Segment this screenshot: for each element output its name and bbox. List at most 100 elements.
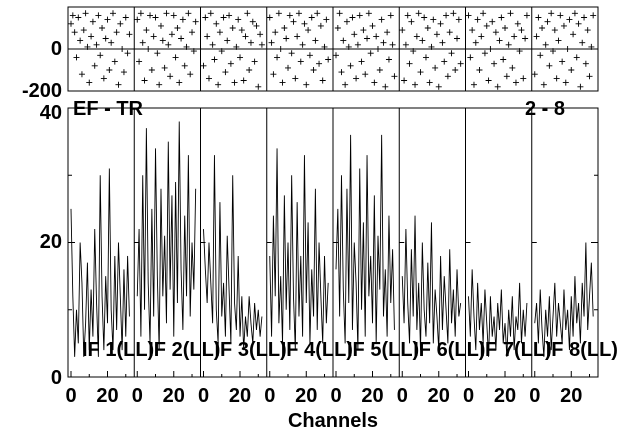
phase-point — [568, 67, 575, 73]
phase-point — [205, 75, 212, 82]
phase-point — [336, 10, 343, 17]
phase-point — [378, 16, 385, 23]
phase-point — [371, 79, 378, 86]
phase-point — [253, 22, 260, 29]
phase-point — [432, 64, 439, 71]
phase-point — [544, 18, 551, 25]
phase-point — [353, 75, 360, 82]
phase-point — [308, 14, 315, 21]
phase-point — [213, 20, 220, 27]
phase-point — [235, 16, 242, 23]
phase-point — [192, 18, 199, 25]
phase-point — [270, 71, 277, 78]
phase-point — [542, 41, 549, 48]
phase-point — [380, 39, 387, 46]
phase-point — [362, 71, 369, 78]
phase-point — [571, 10, 578, 17]
phase-point — [220, 14, 227, 21]
phase-point — [382, 83, 389, 90]
phase-point — [385, 56, 392, 63]
phase-point — [189, 29, 196, 36]
x-tick-label: 0 — [330, 385, 341, 407]
phase-point — [376, 67, 383, 73]
phase-point — [117, 20, 124, 27]
phase-point — [505, 41, 512, 48]
phase-point — [347, 62, 354, 69]
phase-point — [417, 69, 424, 76]
phase-point — [120, 69, 127, 76]
phase-point — [584, 27, 591, 34]
phase-point — [237, 54, 244, 61]
phase-y-tick-0: 0 — [51, 38, 62, 60]
phase-point — [247, 39, 254, 46]
phase-point — [448, 50, 455, 57]
phase-point — [354, 41, 361, 48]
phase-point — [150, 33, 157, 40]
amplitude-series-4 — [269, 148, 329, 351]
phase-point — [560, 22, 567, 29]
phase-point — [373, 33, 380, 40]
phase-point — [143, 27, 150, 34]
phase-point — [402, 41, 409, 48]
source-title: 2 - 8 — [525, 98, 565, 120]
x-axis-label: Channels — [288, 410, 378, 431]
phase-point — [168, 31, 175, 38]
phase-point — [161, 64, 168, 71]
phase-point — [77, 37, 84, 44]
phase-point — [384, 29, 391, 36]
x-tick-label: 0 — [65, 385, 76, 407]
phase-point — [102, 35, 109, 42]
phase-point — [204, 33, 211, 40]
phase-point — [474, 16, 481, 23]
phase-point — [435, 83, 442, 90]
phase-point — [249, 18, 256, 25]
panel-label-if-7: IF 7(LL) — [480, 339, 552, 361]
phase-point — [207, 10, 214, 17]
phase-point — [485, 77, 492, 84]
phase-point — [257, 31, 264, 38]
phase-point — [540, 81, 547, 88]
phase-point — [533, 33, 540, 40]
phase-point — [185, 10, 192, 17]
phase-point — [367, 50, 374, 57]
phase-point — [557, 12, 564, 19]
phase-point — [325, 56, 332, 63]
phase-point — [404, 12, 411, 19]
phase-point — [509, 64, 516, 71]
phase-point — [512, 79, 519, 86]
phase-point — [299, 41, 306, 48]
phase-point — [80, 27, 87, 34]
phase-point — [226, 12, 233, 19]
phase-point — [342, 81, 349, 88]
phase-point — [139, 39, 146, 46]
phase-point — [500, 56, 507, 63]
phase-point — [478, 33, 485, 40]
phase-point — [251, 58, 258, 65]
amplitude-series-6 — [401, 215, 462, 351]
phase-point — [338, 69, 345, 76]
phase-point — [365, 10, 372, 17]
phase-point — [227, 60, 234, 67]
phase-point — [491, 60, 498, 67]
phase-point — [551, 27, 558, 34]
phase-point — [68, 20, 74, 27]
phase-point — [523, 12, 530, 19]
phase-point — [111, 58, 118, 65]
phase-point — [275, 10, 282, 17]
phase-point — [421, 14, 428, 21]
phase-point — [294, 33, 301, 40]
phase-point — [577, 83, 584, 90]
phase-point — [570, 31, 577, 38]
phase-point — [537, 52, 544, 59]
phase-point — [573, 54, 580, 61]
phase-point — [437, 20, 444, 27]
phase-point — [419, 37, 426, 44]
phase-point — [93, 41, 100, 48]
phase-point — [349, 14, 356, 21]
x-tick-label: 0 — [463, 385, 474, 407]
panel-label-if-2: IF 2(LL) — [148, 339, 220, 361]
phase-point — [165, 41, 172, 48]
phase-point — [71, 29, 78, 36]
phase-point — [358, 58, 365, 65]
phase-point — [159, 37, 166, 44]
